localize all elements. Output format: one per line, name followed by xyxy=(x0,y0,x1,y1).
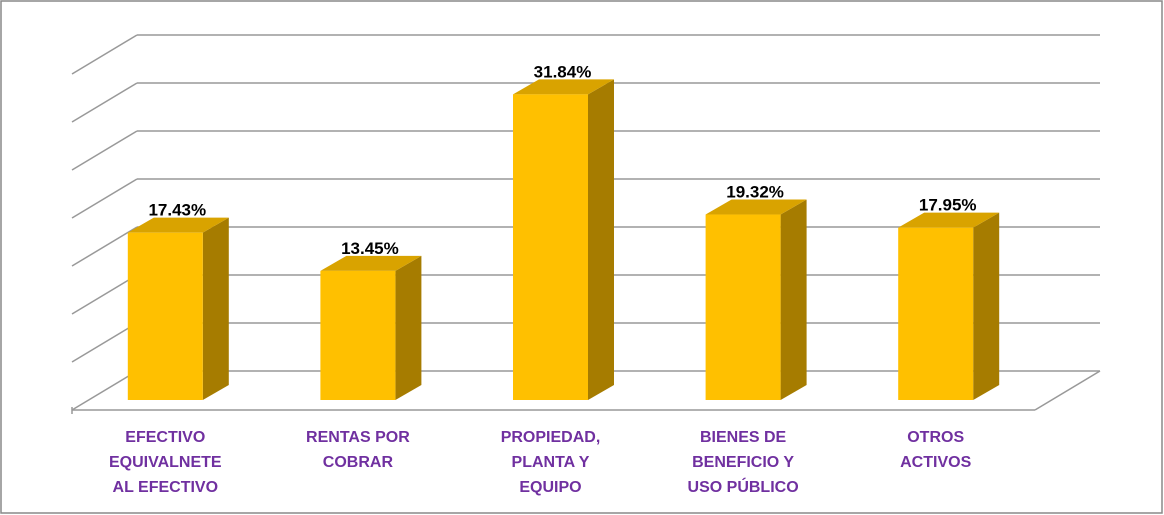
bar-side xyxy=(395,255,422,400)
bar xyxy=(513,94,588,400)
x-tick-label: OTROS ACTIVOS xyxy=(900,429,972,471)
value-label: 19.32% xyxy=(726,183,784,202)
bar xyxy=(320,270,396,400)
bar-side xyxy=(973,212,1000,400)
x-tick-label: BIENES DE BENEFICIO Y USO PÚBLICO xyxy=(687,429,799,496)
bar-side xyxy=(780,199,807,400)
grid-line xyxy=(71,130,138,171)
bar-top xyxy=(320,255,422,271)
bar-top xyxy=(898,212,1000,228)
x-tick-label: PROPIEDAD, PLANTA Y EQUIPO xyxy=(500,429,601,496)
x-tick-label: EFECTIVO EQUIVALNETE AL EFECTIVO xyxy=(108,429,222,496)
bar-top xyxy=(127,217,229,233)
bar-top xyxy=(513,79,614,95)
grid-line xyxy=(71,274,138,315)
bar xyxy=(898,227,974,400)
bar-top xyxy=(705,199,807,215)
bar xyxy=(705,214,781,400)
grid-line xyxy=(71,322,138,363)
grid-line xyxy=(71,82,138,123)
value-label: 17.95% xyxy=(919,196,977,215)
value-label: 13.45% xyxy=(341,239,399,258)
bar xyxy=(127,232,203,400)
grid-line xyxy=(71,370,138,411)
value-label: 31.84% xyxy=(534,62,592,81)
grid-line xyxy=(71,34,138,75)
floor-edge xyxy=(1034,370,1101,411)
value-label: 17.43% xyxy=(148,201,206,220)
bar-side xyxy=(588,79,614,400)
grid-line xyxy=(71,178,138,219)
bar-side xyxy=(202,217,229,400)
x-tick-label: RENTAS POR COBRAR xyxy=(306,429,410,471)
grid-line xyxy=(71,226,138,267)
